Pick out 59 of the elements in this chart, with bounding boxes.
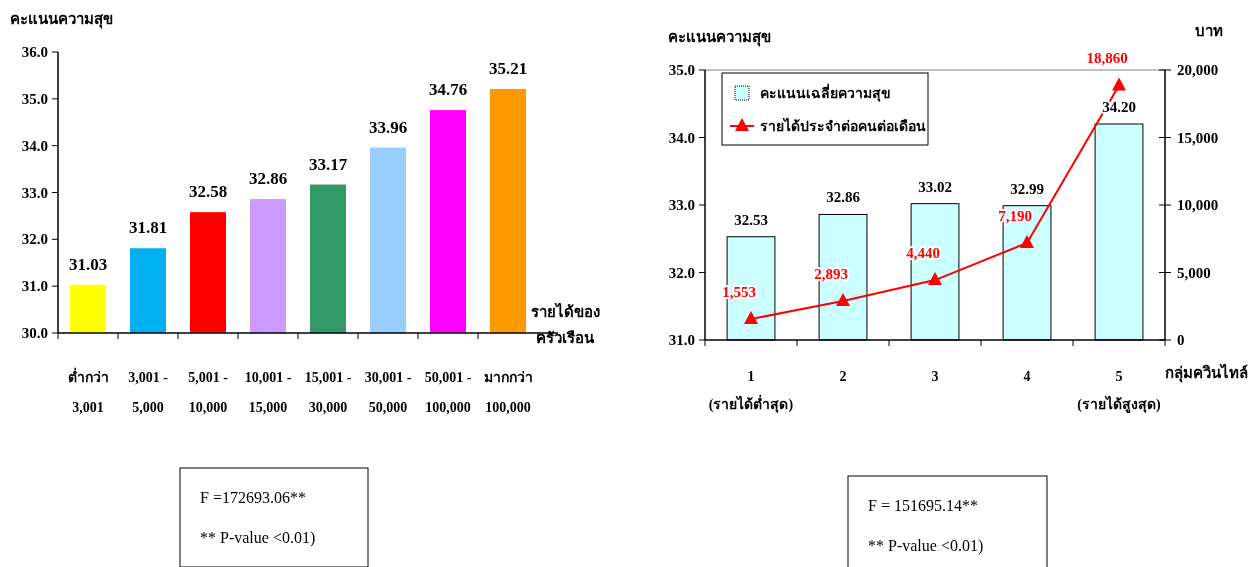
- legend-label: รายได้ประจำต่อคนต่อเดือน: [760, 117, 926, 134]
- y-tick-label: 34.0: [668, 129, 695, 146]
- x-tick-label: 3,001 - 5,000: [128, 370, 169, 415]
- y2-tick-label: 10,000: [1177, 197, 1219, 213]
- y-tick-label: 31.0: [668, 332, 695, 348]
- data-label: 32.86: [826, 189, 861, 206]
- x-tick-label: 4: [1023, 369, 1031, 384]
- text: F = 151695.14**: [868, 497, 978, 514]
- y2-tick-label: 5,000: [1177, 264, 1211, 281]
- y-tick-label: 32.0: [668, 264, 695, 281]
- legend-label: คะแนนเฉลี่ยความสุข: [760, 83, 891, 102]
- x-tick-label: 1 (รายได้ต่ำสุด): [708, 369, 794, 413]
- y-tick-label: 35.0: [21, 90, 48, 107]
- text: ** P-value <0.01): [868, 537, 984, 555]
- y-axis-title: คะแนนความสุข: [10, 11, 113, 29]
- x-tick-label: 3: [931, 369, 939, 384]
- x-tick-label: มากกว่า 100,000: [483, 370, 533, 415]
- y2-tick-label: 0: [1177, 332, 1185, 348]
- y2-tick-label: 20,000: [1177, 62, 1219, 78]
- y-tick-label: 33.0: [668, 197, 695, 213]
- y-tick-label: 36.0: [21, 44, 48, 60]
- y-tick-label: 34.0: [21, 137, 48, 154]
- x-tick-label: 10,001 - 15,000: [244, 370, 292, 415]
- data-label: 32.58: [188, 182, 228, 202]
- y-tick-label: 32.0: [21, 231, 48, 248]
- y-tick-label: 31.0: [21, 278, 48, 295]
- y-axis-title: คะแนนความสุข: [668, 29, 771, 47]
- x-tick-label: 5,001 - 10,000: [188, 370, 229, 415]
- text: ** P-value <0.01): [200, 529, 316, 547]
- point: [836, 292, 850, 306]
- x-tick-label: 50,001 - 100,000: [424, 370, 472, 415]
- text: F =172693.06**: [200, 489, 306, 506]
- x-tick-label: ต่ำกว่า 3,001: [67, 367, 109, 415]
- data-label: 31.03: [68, 254, 108, 274]
- x-tick-label: 15,001 - 30,000: [304, 370, 352, 415]
- data-label: 35.21: [488, 59, 528, 78]
- y2-axis-title: บาท: [1195, 23, 1223, 39]
- data-label: 32.99: [1010, 180, 1044, 197]
- data-label: 31.81: [128, 218, 168, 238]
- data-label: 18,860: [1086, 50, 1128, 67]
- point: [1112, 77, 1126, 91]
- point: [928, 272, 942, 286]
- x-tick-label: 5 (รายได้สูงสุด): [1077, 369, 1161, 413]
- y-tick-label: 30.0: [21, 325, 48, 341]
- data-label: 34.76: [428, 80, 468, 100]
- y-tick-label: 35.0: [668, 62, 695, 78]
- data-label: 33.02: [918, 178, 952, 195]
- data-label: 33.96: [368, 117, 408, 137]
- x-axis-title: รายได้ของ ครัวเรือน: [530, 302, 600, 346]
- y2-tick-label: 15,000: [1177, 129, 1219, 146]
- point: [744, 311, 758, 325]
- data-label: 32.53: [734, 211, 768, 228]
- x-tick-label: 30,001 - 50,000: [364, 370, 412, 415]
- data-label: 33.17: [308, 154, 348, 174]
- x-axis-title: กลุ่มควินไทล์: [1165, 363, 1248, 383]
- point: [1020, 234, 1034, 248]
- x-tick-label: 2: [839, 369, 847, 384]
- y-tick-label: 33.0: [21, 184, 48, 201]
- data-label: 32.86: [248, 169, 288, 189]
